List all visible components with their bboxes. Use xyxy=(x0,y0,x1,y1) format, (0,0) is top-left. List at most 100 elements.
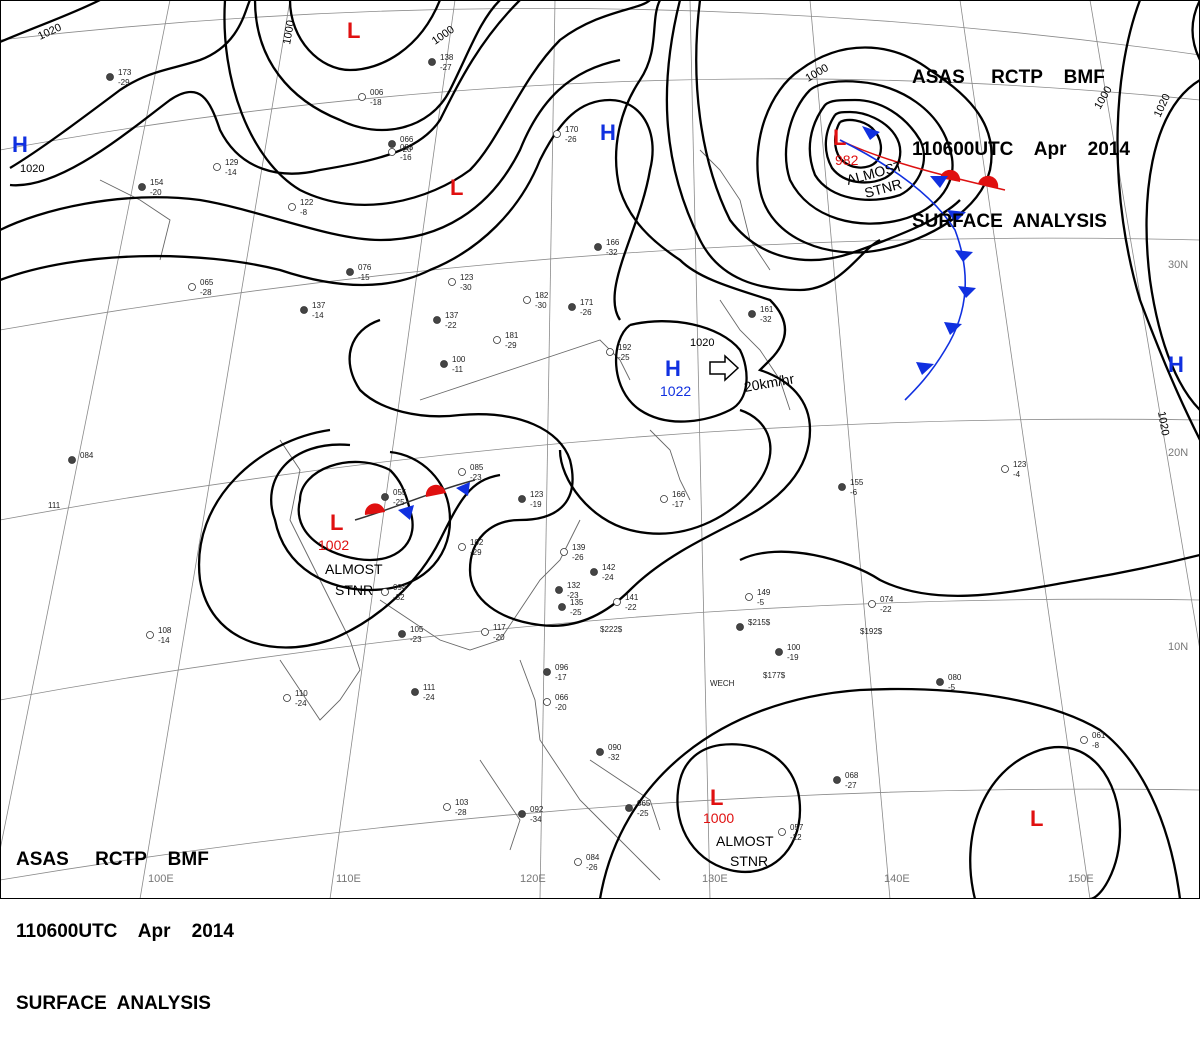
station-marker xyxy=(146,631,154,639)
station-marker xyxy=(398,630,406,638)
station-value: -26 xyxy=(572,553,584,562)
low-center-marker: L xyxy=(710,785,723,810)
high-center-marker: H xyxy=(12,132,28,157)
station-value: -8 xyxy=(1092,741,1100,750)
station-marker xyxy=(106,73,114,81)
station-value: WECH xyxy=(710,679,735,688)
station-value: -29 xyxy=(505,341,517,350)
station-value: 103 xyxy=(455,798,469,807)
station-value: 080 xyxy=(948,673,962,682)
station-marker xyxy=(775,648,783,656)
station-marker xyxy=(558,603,566,611)
station-value: -26 xyxy=(565,135,577,144)
coastlines xyxy=(99,149,791,881)
station-value: 149 xyxy=(757,588,771,597)
station-value: -5 xyxy=(757,598,765,607)
station-value: 111 xyxy=(423,683,436,692)
station-value: -8 xyxy=(300,208,308,217)
station-value: -17 xyxy=(672,500,684,509)
station-value: 066 xyxy=(555,693,569,702)
longitude-label: 140E xyxy=(884,873,910,885)
station-value: 100 xyxy=(452,355,466,364)
latitude-label: 10N xyxy=(1168,641,1188,653)
station-value: -20 xyxy=(150,188,162,197)
station-value: 181 xyxy=(505,331,519,340)
station-marker xyxy=(868,600,876,608)
isobar-label: 1020 xyxy=(690,337,714,349)
station-value: -25 xyxy=(637,809,649,818)
station-value: -30 xyxy=(460,283,472,292)
low-center-marker: L xyxy=(1030,806,1043,831)
station-marker xyxy=(428,58,436,66)
station-marker xyxy=(346,268,354,276)
almost-label: ALMOST xyxy=(325,561,383,577)
station-value: 117 xyxy=(493,623,506,632)
low-center-marker: L xyxy=(330,510,343,535)
station-value: -15 xyxy=(358,273,370,282)
station-value: 065 xyxy=(637,799,651,808)
station-marker xyxy=(411,688,419,696)
high-center-marker: H xyxy=(1168,352,1184,377)
station-value: 102 xyxy=(470,538,484,547)
station-value: -24 xyxy=(295,699,307,708)
station-marker xyxy=(594,243,602,251)
station-marker xyxy=(283,694,291,702)
station-value: 129 xyxy=(225,158,239,167)
station-value: 141 xyxy=(625,593,639,602)
station-value: 055 xyxy=(393,488,407,497)
station-value: 006 xyxy=(370,88,384,97)
header-line-1: ASAS RCTP BMF xyxy=(16,849,209,870)
station-marker xyxy=(518,495,526,503)
station-value: -20 xyxy=(493,633,505,642)
station-value: -32 xyxy=(760,315,772,324)
station-value: -30 xyxy=(535,301,547,310)
station-value: -24 xyxy=(602,573,614,582)
station-marker xyxy=(300,306,308,314)
longitude-grid xyxy=(0,0,1200,899)
longitude-label: 100E xyxy=(148,873,174,885)
station-value: 173 xyxy=(118,68,132,77)
station-value: 123 xyxy=(1013,460,1027,469)
station-marker xyxy=(625,804,633,812)
station-value: -29 xyxy=(118,78,130,87)
station-value: -22 xyxy=(625,603,637,612)
station-value: -27 xyxy=(440,63,452,72)
station-marker xyxy=(523,296,531,304)
station-value: -34 xyxy=(530,815,542,824)
header-bottom-left: ASAS RCTP BMF 110600UTC Apr 2014 SURFACE… xyxy=(16,800,234,1040)
station-marker xyxy=(596,748,604,756)
station-value: 182 xyxy=(535,291,549,300)
low-center-marker: L xyxy=(347,18,360,43)
station-value: 084 xyxy=(80,451,94,460)
station-marker xyxy=(481,628,489,636)
station-marker xyxy=(213,163,221,171)
station-value: $222$ xyxy=(600,625,623,634)
station-marker xyxy=(553,130,561,138)
station-value: 092 xyxy=(530,805,544,814)
station-value: 142 xyxy=(602,563,616,572)
station-value: -25 xyxy=(570,608,582,617)
station-value: 096 xyxy=(555,663,569,672)
station-value: 105 xyxy=(410,625,424,634)
high-center-marker: H xyxy=(665,356,681,381)
station-value: -23 xyxy=(410,635,422,644)
station-marker xyxy=(433,316,441,324)
station-value: -14 xyxy=(312,311,324,320)
pressure-centers: L 982 L 1002 L 1000 H 1022 L L L H H H xyxy=(12,18,1184,831)
longitude-label: 150E xyxy=(1068,873,1094,885)
station-value: 068 xyxy=(845,771,859,780)
station-value: -22 xyxy=(880,605,892,614)
station-marker xyxy=(138,183,146,191)
latitude-grid xyxy=(0,7,1200,881)
station-marker xyxy=(590,568,598,576)
station-value: 085 xyxy=(470,463,484,472)
stationary-annotations: ALMOST STNR ALMOST STNR ALMOST STNR xyxy=(325,157,905,869)
header-top-right: ASAS RCTP BMF 110600UTC Apr 2014 SURFACE… xyxy=(912,18,1130,258)
header-line-2: 110600UTC Apr 2014 xyxy=(16,921,234,942)
low-center-marker: L xyxy=(450,175,463,200)
motion-label: 20km/hr xyxy=(743,370,796,395)
station-marker xyxy=(555,586,563,594)
station-value: 076 xyxy=(358,263,372,272)
station-value: -14 xyxy=(158,636,170,645)
station-marker xyxy=(518,810,526,818)
